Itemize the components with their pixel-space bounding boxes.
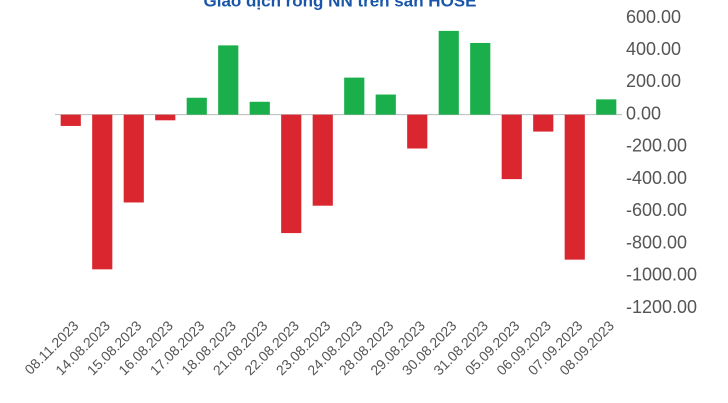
bar — [281, 114, 302, 234]
bar — [60, 114, 81, 126]
y-tick-label: -400.00 — [626, 168, 687, 188]
bar — [564, 114, 585, 260]
bar — [123, 114, 144, 203]
bar — [218, 45, 239, 115]
bar — [596, 99, 617, 115]
bar — [155, 114, 176, 121]
bar — [344, 77, 365, 115]
bar — [533, 114, 554, 132]
bar — [470, 42, 491, 115]
bar — [92, 114, 113, 270]
bar — [186, 97, 207, 115]
bar — [312, 114, 333, 206]
bar — [407, 114, 428, 149]
y-tick-label: -200.00 — [626, 136, 687, 156]
bar — [375, 94, 396, 115]
y-tick-label: 400.00 — [626, 39, 681, 59]
bar — [249, 101, 270, 115]
bar — [501, 114, 522, 180]
y-tick-label: -1000.00 — [626, 265, 697, 285]
y-tick-label: -800.00 — [626, 232, 687, 252]
y-tick-label: -1200.00 — [626, 297, 697, 317]
y-tick-label: -600.00 — [626, 200, 687, 220]
y-tick-label: 0.00 — [626, 103, 661, 123]
y-tick-label: 200.00 — [626, 71, 681, 91]
bar — [438, 30, 459, 115]
chart-title: Giao dịch ròng NN trên sàn HOSE — [204, 0, 477, 10]
y-tick-label: 600.00 — [626, 7, 681, 27]
